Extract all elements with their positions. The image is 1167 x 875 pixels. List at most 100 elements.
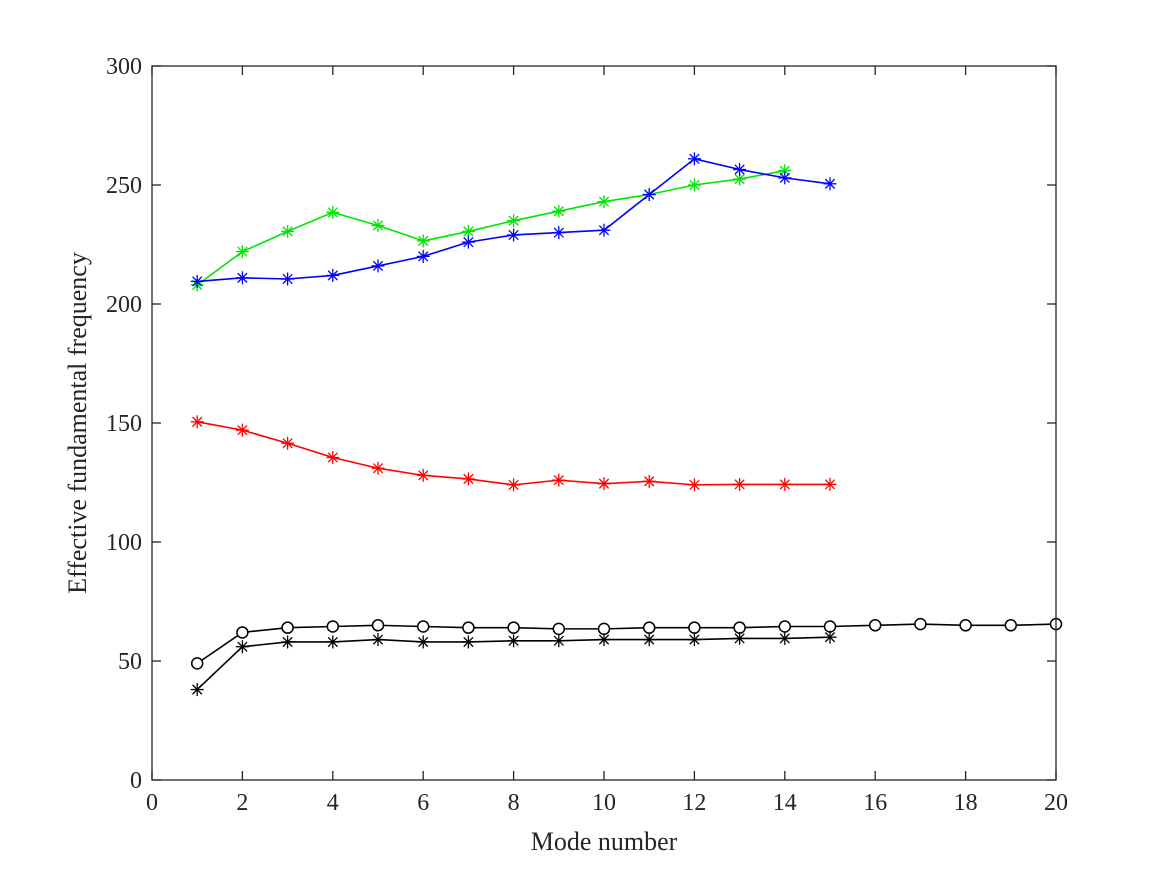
data-point-asterisk <box>416 468 430 482</box>
data-point-asterisk <box>235 423 249 437</box>
data-point-circle <box>914 617 927 631</box>
data-point-asterisk <box>235 271 249 285</box>
data-point-asterisk <box>823 177 837 191</box>
data-point-asterisk <box>371 259 385 273</box>
data-point-circle <box>190 657 204 670</box>
y-tick-label: 150 <box>106 411 142 437</box>
data-point-circle <box>733 621 746 634</box>
data-point-asterisk <box>552 634 566 648</box>
data-point-asterisk <box>778 477 792 491</box>
data-point-asterisk <box>371 633 385 647</box>
data-point-asterisk <box>597 477 611 491</box>
data-point-asterisk <box>597 633 611 647</box>
data-point-asterisk <box>687 152 701 166</box>
series-black-asterisk <box>190 630 837 697</box>
data-point-asterisk <box>507 228 521 242</box>
data-point-circle <box>236 626 249 639</box>
data-point-circle <box>597 622 611 636</box>
x-tick-label: 18 <box>954 790 978 816</box>
data-point-asterisk <box>461 635 475 649</box>
data-point-asterisk <box>326 635 340 649</box>
data-point-circle <box>552 622 566 636</box>
series-line <box>196 623 1057 665</box>
data-point-circle <box>507 621 520 634</box>
series-line <box>196 169 785 286</box>
x-tick-label: 20 <box>1044 790 1068 816</box>
data-point-asterisk <box>461 472 475 486</box>
series-green-asterisk <box>190 164 792 292</box>
y-tick-label: 0 <box>130 768 142 794</box>
data-point-circle <box>416 620 430 633</box>
data-point-circle <box>462 621 475 634</box>
y-tick-label: 100 <box>106 530 142 556</box>
data-point-asterisk <box>190 274 204 288</box>
x-tick-label: 2 <box>236 790 248 816</box>
data-point-circle <box>326 620 340 633</box>
data-point-asterisk <box>823 477 837 491</box>
data-point-asterisk <box>687 178 701 192</box>
data-point-circle <box>868 619 882 632</box>
x-tick-label: 10 <box>592 790 616 816</box>
data-point-asterisk <box>642 633 656 647</box>
data-point-asterisk <box>281 272 295 286</box>
y-axis-label: Effective fundamental frequency <box>63 252 92 594</box>
data-point-asterisk <box>326 205 340 219</box>
y-tick-label: 200 <box>106 292 142 318</box>
data-point-asterisk <box>778 171 792 185</box>
data-point-asterisk <box>733 163 747 177</box>
data-point-asterisk <box>823 630 837 644</box>
x-tick-label: 14 <box>773 790 797 816</box>
data-point-asterisk <box>597 223 611 237</box>
data-point-asterisk <box>597 195 611 209</box>
data-point-asterisk <box>733 631 747 645</box>
data-point-circle <box>371 619 385 632</box>
data-point-circle <box>281 621 294 634</box>
data-point-asterisk <box>371 461 385 475</box>
data-point-asterisk <box>507 478 521 492</box>
series-layer <box>190 152 1063 697</box>
x-axis-label: Mode number <box>531 827 678 856</box>
data-point-asterisk <box>326 268 340 282</box>
data-point-asterisk <box>235 245 249 259</box>
y-tick-label: 300 <box>106 54 142 80</box>
data-point-asterisk <box>552 226 566 240</box>
data-point-asterisk <box>190 683 204 697</box>
data-point-asterisk <box>416 635 430 649</box>
data-point-asterisk <box>235 640 249 654</box>
data-point-asterisk <box>552 473 566 487</box>
x-tick-label: 12 <box>682 790 706 816</box>
data-point-asterisk <box>281 635 295 649</box>
data-point-circle <box>688 621 701 634</box>
data-point-asterisk <box>371 218 385 232</box>
series-blue-asterisk <box>190 152 837 288</box>
series-red-asterisk <box>190 415 837 492</box>
data-point-asterisk <box>733 172 747 186</box>
data-point-asterisk <box>687 478 701 492</box>
data-point-asterisk <box>778 631 792 645</box>
x-tick-label: 0 <box>146 790 158 816</box>
data-point-circle <box>642 621 656 634</box>
x-tick-label: 16 <box>863 790 887 816</box>
data-point-asterisk <box>190 415 204 429</box>
y-tick-label: 50 <box>118 649 142 675</box>
y-tick-label: 250 <box>106 173 142 199</box>
data-point-asterisk <box>507 634 521 648</box>
series-black-circle <box>190 617 1063 670</box>
data-point-asterisk <box>326 451 340 465</box>
x-tick-label: 4 <box>327 790 339 816</box>
x-tick-label: 8 <box>508 790 520 816</box>
x-tick-label: 6 <box>417 790 429 816</box>
data-point-circle <box>778 620 792 633</box>
data-point-circle <box>823 620 837 633</box>
data-point-asterisk <box>461 235 475 249</box>
data-point-asterisk <box>642 188 656 202</box>
data-point-circle <box>1004 619 1018 632</box>
data-point-asterisk <box>281 436 295 450</box>
data-point-asterisk <box>416 234 430 248</box>
data-point-asterisk <box>733 477 747 491</box>
data-point-circle <box>959 619 972 632</box>
data-point-asterisk <box>507 214 521 228</box>
